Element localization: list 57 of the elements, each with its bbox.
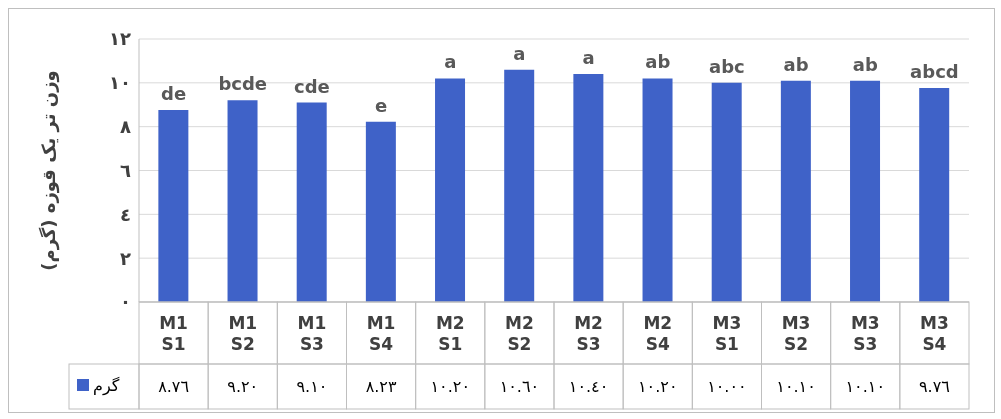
- annotation: abcd: [910, 61, 959, 83]
- data-label: ١٠.٠٠: [707, 377, 747, 396]
- annotation: ab: [645, 51, 671, 73]
- data-label: ٨.٢٣: [365, 377, 397, 396]
- data-label: ١٠.٤٠: [568, 377, 609, 396]
- y-tick-label: ٦: [120, 159, 131, 181]
- bar: [850, 80, 881, 302]
- x-tick-label: M2 S2: [505, 313, 534, 354]
- data-label: ١٠.٦٠: [499, 377, 540, 396]
- data-label: ١٠.١٠: [776, 377, 816, 396]
- x-tick-label: M1 S2: [228, 313, 258, 354]
- y-tick-label: ٤: [120, 203, 131, 225]
- x-tick-label: M1 S3: [297, 313, 327, 354]
- y-tick-label: ١٠: [109, 72, 131, 94]
- data-label: ١٠.٢٠: [430, 377, 470, 396]
- y-tick-label: ٢: [120, 247, 131, 269]
- annotation: ab: [783, 53, 809, 75]
- x-tick-label: M2 S1: [435, 313, 465, 354]
- x-tick-label: M1 S4: [366, 313, 396, 354]
- y-axis-title: وزن تر یک قوزه (گرم): [38, 70, 61, 271]
- data-label: ٩.١٠: [296, 377, 328, 396]
- x-tick-label: M2 S4: [643, 313, 673, 354]
- legend-label: گرم: [93, 376, 120, 396]
- bar: [227, 100, 258, 302]
- data-label: ٩.٢٠: [227, 377, 259, 396]
- y-tick-label: ٨: [120, 116, 131, 138]
- x-tick-label: M1 S1: [159, 313, 188, 354]
- data-label: ١٠.٢٠: [638, 377, 678, 396]
- bar: [919, 88, 950, 302]
- annotation: de: [161, 83, 187, 105]
- annotation: cde: [294, 75, 330, 97]
- bar: [365, 121, 396, 302]
- bar: [711, 82, 742, 302]
- x-tick-label: M3 S3: [850, 313, 880, 354]
- y-tick-label: ٠: [120, 291, 131, 313]
- bar: [435, 78, 466, 302]
- annotation: a: [582, 47, 595, 69]
- annotation: a: [444, 51, 457, 73]
- annotation: e: [374, 94, 388, 116]
- annotation: ab: [852, 53, 878, 75]
- bar: [158, 110, 189, 302]
- x-tick-label: M3 S4: [920, 313, 949, 354]
- annotation: abc: [709, 55, 745, 77]
- annotation: a: [513, 42, 526, 64]
- x-tick-label: M3 S1: [712, 313, 742, 354]
- x-tick-label: M2 S3: [574, 313, 603, 354]
- bar: [504, 69, 535, 302]
- data-label: ٩.٧٦: [918, 377, 950, 396]
- data-label: ١٠.١٠: [845, 377, 885, 396]
- annotation: bcde: [218, 73, 268, 95]
- bar: [296, 102, 327, 302]
- x-tick-label: M3 S2: [781, 313, 811, 354]
- y-tick-label: ١٢: [109, 28, 131, 50]
- bar: [780, 80, 811, 302]
- data-label: ٨.٧٦: [158, 377, 190, 396]
- bar: [642, 78, 673, 302]
- bar: [573, 74, 604, 302]
